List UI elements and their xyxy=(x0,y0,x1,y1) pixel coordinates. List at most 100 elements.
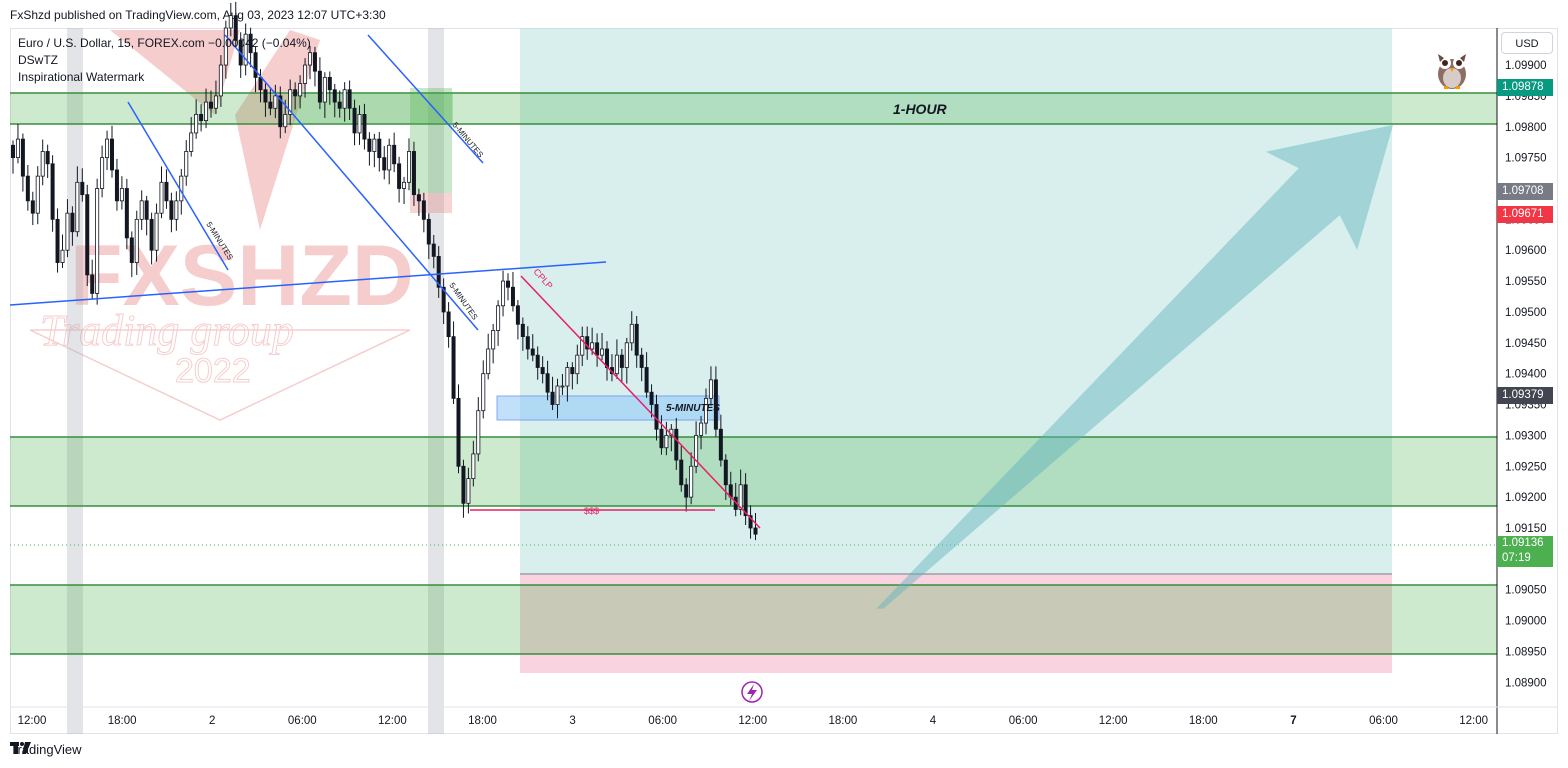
symbol-legend[interactable]: Euro / U.S. Dollar, 15, FOREX.com −0.000… xyxy=(18,36,311,50)
time-tick-label: 12:00 xyxy=(738,715,767,727)
candle-body xyxy=(134,218,139,263)
five-minute-box[interactable] xyxy=(496,395,720,421)
candle-body xyxy=(45,151,50,165)
time-tick-label: 18:00 xyxy=(468,715,497,727)
candle-body xyxy=(139,200,144,220)
time-tick-label: 12:00 xyxy=(378,715,407,727)
currency-button[interactable]: USD xyxy=(1501,32,1553,54)
time-tick-label: 3 xyxy=(569,715,575,727)
candle-body xyxy=(169,200,174,220)
time-tick-label: 18:00 xyxy=(829,715,858,727)
candle-body xyxy=(303,64,308,84)
candle-body xyxy=(273,95,278,109)
candle-body xyxy=(530,348,535,356)
price-tick-label: 1.09600 xyxy=(1505,245,1547,257)
label-5-minutes: 5-MINUTES xyxy=(447,281,479,321)
candle-body xyxy=(382,157,387,171)
indicator-legend-dswtz[interactable]: DSwTZ xyxy=(18,53,58,67)
candle-body xyxy=(639,354,644,368)
candle-body xyxy=(312,52,317,72)
candle-body xyxy=(392,144,397,165)
candle-body xyxy=(486,348,491,375)
candle-body xyxy=(317,70,322,103)
candle-body xyxy=(535,354,540,368)
candle-body xyxy=(496,305,501,331)
trendline-cplp[interactable] xyxy=(520,275,761,529)
candle-body xyxy=(708,379,713,399)
candle-body xyxy=(15,138,20,159)
time-tick-label: 12:00 xyxy=(18,715,47,727)
position-target-zone[interactable] xyxy=(520,28,1392,574)
session-separator xyxy=(428,28,444,734)
candle-body xyxy=(570,367,575,375)
watermark-v-right xyxy=(235,30,320,230)
candle-body xyxy=(402,181,407,189)
candle-body xyxy=(164,181,169,202)
label-1-hour: 1-HOUR xyxy=(893,101,948,117)
trendline-channel[interactable] xyxy=(224,34,479,331)
candle-body xyxy=(441,286,446,313)
price-tag-red: 1.09671 xyxy=(1497,206,1553,223)
candle-body xyxy=(332,89,337,103)
tradingview-logo-icon xyxy=(10,742,31,754)
price-tick-label: 1.08950 xyxy=(1505,646,1547,658)
candle-body xyxy=(110,138,115,171)
candle-body xyxy=(421,200,426,220)
candle-body xyxy=(199,114,204,121)
price-tag-current: 1.09136 07:19 xyxy=(1497,536,1553,567)
candle-body xyxy=(20,138,25,177)
tradingview-logo[interactable]: TradingView xyxy=(10,742,82,757)
trendline-horizontal[interactable] xyxy=(9,261,607,306)
candle-body xyxy=(223,27,228,66)
candle-body xyxy=(105,138,110,159)
candle-body xyxy=(446,311,451,338)
zone-lower[interactable] xyxy=(10,585,1497,654)
candle-body xyxy=(258,76,263,91)
time-axis[interactable]: 12:00 18:00 2 06:00 12:00 18:00 3 06:00 12:00 18:… xyxy=(18,715,1488,727)
time-tick-label: 06:00 xyxy=(1009,715,1038,727)
candle-body xyxy=(451,336,456,399)
price-axis[interactable]: 1.099001.098501.098001.097501.096501.096… xyxy=(1505,60,1547,689)
candle-body xyxy=(144,200,149,220)
order-block-box[interactable] xyxy=(410,193,452,213)
candle-body xyxy=(253,52,258,78)
candle-body xyxy=(243,33,248,66)
order-block-box[interactable] xyxy=(410,88,452,193)
watermark-subtitle: Trading group xyxy=(40,306,294,355)
time-tick-label: 4 xyxy=(930,715,937,727)
projection-arrow[interactable] xyxy=(876,125,1394,609)
candle-body xyxy=(699,422,704,436)
candle-body xyxy=(40,151,45,177)
candle-body xyxy=(362,114,367,140)
candle-body xyxy=(704,397,709,424)
price-tick-label: 1.09550 xyxy=(1505,276,1547,288)
candle-body xyxy=(85,194,90,276)
candle-body xyxy=(208,101,213,109)
candle-body xyxy=(60,249,65,263)
candle-body xyxy=(406,151,411,183)
watermark-logo: FXSHZD Trading group 2022 xyxy=(29,30,414,421)
candle-body xyxy=(288,89,293,115)
candle-body xyxy=(228,15,233,29)
indicator-legend-watermark[interactable]: Inspirational Watermark xyxy=(18,70,145,84)
zone-middle[interactable] xyxy=(10,437,1497,506)
trendline-channel[interactable] xyxy=(127,101,229,271)
position-stop-zone[interactable] xyxy=(520,574,1392,673)
trendline-channel[interactable] xyxy=(367,34,484,164)
candle-body xyxy=(689,465,694,498)
candle-body xyxy=(119,188,124,202)
candle-body xyxy=(501,280,506,307)
candle-body xyxy=(411,151,416,196)
candle-body xyxy=(723,459,728,486)
watermark-triangle xyxy=(29,329,411,421)
candle-body xyxy=(50,163,55,220)
zone-1-hour[interactable] xyxy=(10,93,1497,124)
candle-body xyxy=(159,181,164,214)
owl-icon xyxy=(1438,54,1466,89)
candle-body xyxy=(555,385,560,405)
price-tick-label: 1.09900 xyxy=(1505,60,1547,72)
candle-body xyxy=(436,255,441,288)
candle-body xyxy=(218,64,223,97)
bolt-icon xyxy=(747,684,757,701)
